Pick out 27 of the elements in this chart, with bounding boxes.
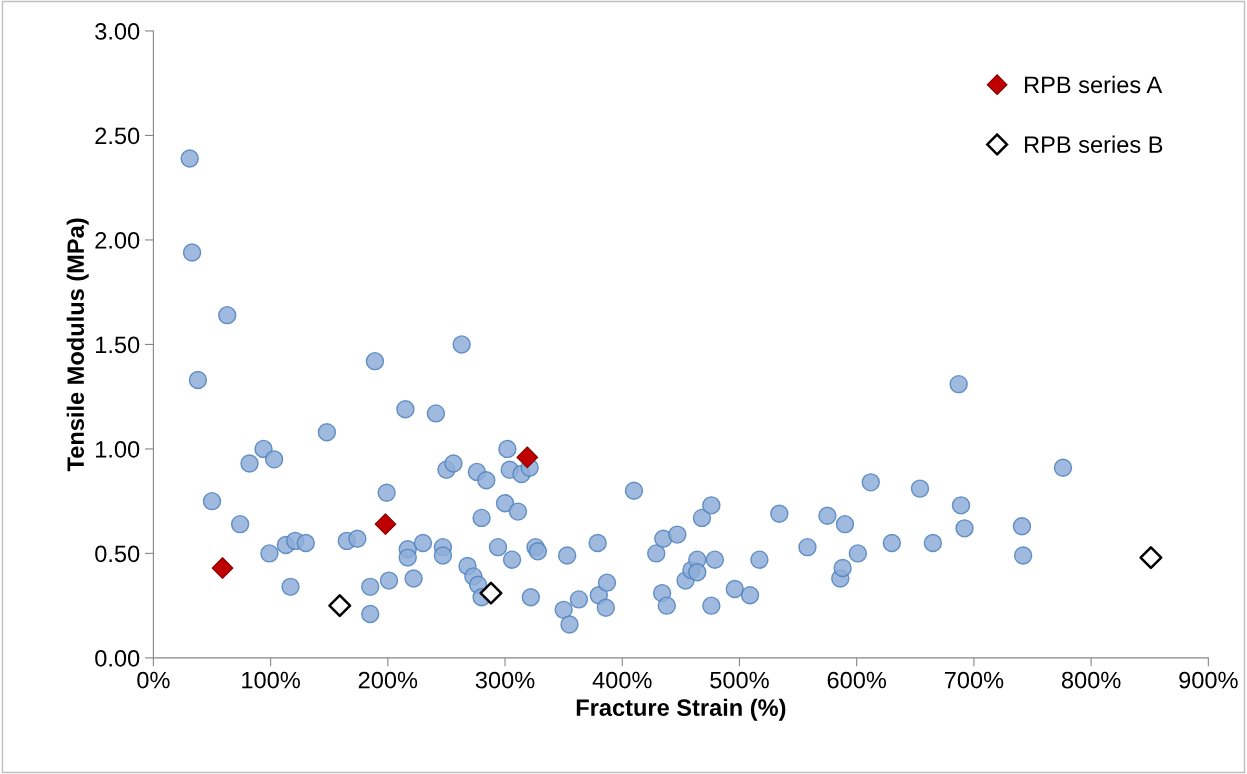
point: [374, 513, 397, 536]
x-tick-label: 100%: [242, 671, 300, 689]
legend-label: RPB series A: [1025, 75, 1163, 94]
x-tick-label: 0%: [137, 671, 170, 689]
y-tick-label: 2.50: [95, 127, 140, 145]
x-tick-label: 900%: [1179, 671, 1238, 689]
x-tick-label: 200%: [358, 671, 418, 689]
y-tick-label: 3.00: [95, 23, 140, 40]
y-tick-label: 2.00: [95, 232, 140, 249]
x-tick-label: 700%: [944, 671, 1004, 689]
point: [211, 557, 234, 579]
legend-label: RPB series B: [1025, 135, 1163, 153]
y-axis-title: Tensile Modulus (MPa): [66, 218, 89, 472]
x-tick-label: 800%: [1061, 671, 1121, 689]
point: [479, 581, 503, 605]
x-tick-label: 300%: [475, 671, 535, 689]
point: [328, 594, 352, 618]
y-tick-label: 0.50: [95, 545, 140, 563]
y-tick-label: 1.50: [96, 336, 140, 354]
x-axis-title: Fracture Strain (%): [576, 698, 786, 721]
point: [516, 446, 539, 469]
y-tick-label: 0.00: [95, 649, 140, 667]
x-tick-label: 400%: [592, 671, 652, 689]
y-tick-label: 1.00: [96, 440, 140, 458]
x-tick-label: 500%: [710, 671, 769, 689]
point: [1139, 546, 1163, 570]
x-tick-label: 600%: [827, 671, 887, 689]
